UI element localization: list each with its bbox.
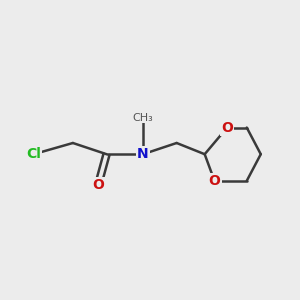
Text: CH₃: CH₃	[133, 113, 153, 123]
Text: O: O	[92, 178, 104, 192]
Text: O: O	[221, 121, 233, 135]
Text: Cl: Cl	[26, 147, 41, 161]
Text: O: O	[208, 174, 220, 188]
Text: N: N	[137, 147, 149, 161]
